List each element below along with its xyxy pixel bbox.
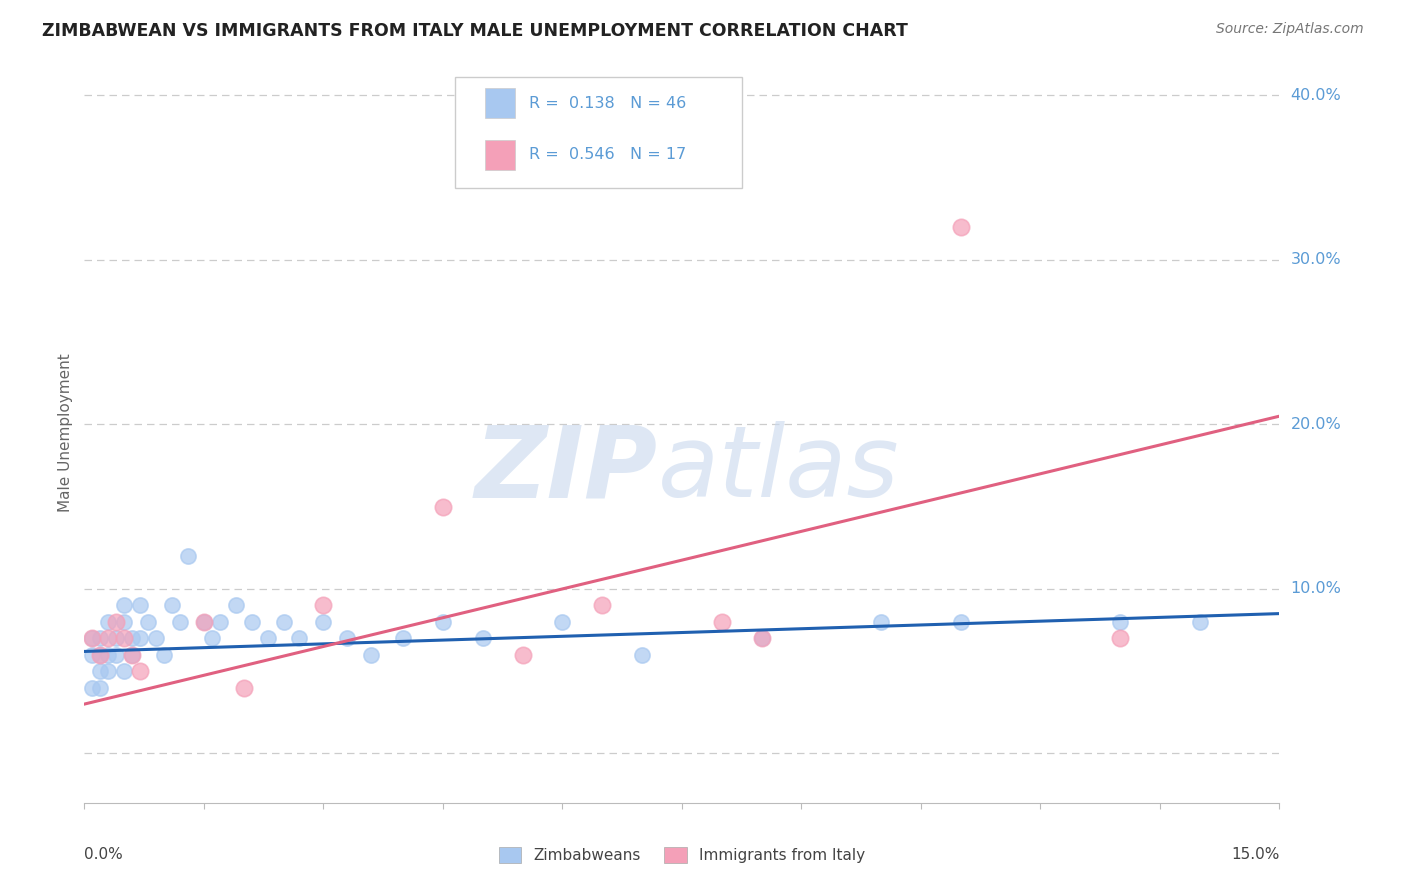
Point (82, 681, 104, 695)
Text: 15.0%: 15.0% (1232, 847, 1279, 863)
Point (97, 664, 120, 678)
Point (208, 615, 231, 629)
Point (1109, 615, 1132, 629)
Text: R =  0.546   N = 17: R = 0.546 N = 17 (529, 147, 686, 162)
Point (129, 632, 152, 646)
Point (751, 632, 773, 646)
Point (751, 632, 773, 646)
Point (360, 648, 382, 662)
Point (201, 632, 224, 646)
Bar (485, 140, 515, 169)
Point (112, 615, 135, 629)
Text: ZIP: ZIP (475, 421, 658, 518)
Text: 20.0%: 20.0% (1291, 417, 1341, 432)
Point (82, 648, 104, 662)
Point (1109, 632, 1132, 646)
Point (471, 632, 494, 646)
Text: 10.0%: 10.0% (1291, 582, 1341, 597)
Point (105, 615, 128, 629)
Legend: Zimbabweans, Immigrants from Italy: Zimbabweans, Immigrants from Italy (492, 841, 872, 869)
Point (949, 615, 972, 629)
Point (82, 632, 104, 646)
Point (193, 615, 215, 629)
Text: 0.0%: 0.0% (84, 847, 124, 863)
Point (97, 632, 120, 646)
Point (312, 615, 335, 629)
Point (136, 615, 159, 629)
Point (145, 632, 167, 646)
Bar (485, 88, 515, 118)
Text: R =  0.138   N = 46: R = 0.138 N = 46 (529, 95, 686, 111)
Point (232, 681, 254, 695)
Point (89, 681, 111, 695)
Point (153, 648, 176, 662)
Y-axis label: Male Unemployment: Male Unemployment (58, 353, 73, 512)
Point (240, 615, 263, 629)
Point (1188, 615, 1211, 629)
Point (870, 615, 893, 629)
Point (89, 632, 111, 646)
Point (89, 664, 111, 678)
Point (710, 615, 733, 629)
Point (432, 615, 454, 629)
Point (105, 632, 128, 646)
Text: 40.0%: 40.0% (1291, 87, 1341, 103)
Text: 30.0%: 30.0% (1291, 252, 1341, 268)
Point (631, 648, 654, 662)
Point (288, 632, 311, 646)
FancyBboxPatch shape (456, 78, 742, 188)
Point (949, 219, 972, 234)
Point (432, 500, 454, 514)
Point (273, 615, 295, 629)
Point (97, 648, 120, 662)
Point (551, 615, 574, 629)
Point (193, 615, 215, 629)
Point (129, 664, 152, 678)
Point (225, 599, 247, 613)
Point (256, 632, 278, 646)
Point (169, 615, 191, 629)
Point (112, 632, 135, 646)
Point (121, 648, 143, 662)
Point (112, 664, 135, 678)
Point (177, 549, 200, 563)
Point (112, 599, 135, 613)
Point (512, 648, 534, 662)
Point (591, 599, 613, 613)
Point (82, 632, 104, 646)
Point (121, 632, 143, 646)
Text: ZIMBABWEAN VS IMMIGRANTS FROM ITALY MALE UNEMPLOYMENT CORRELATION CHART: ZIMBABWEAN VS IMMIGRANTS FROM ITALY MALE… (42, 22, 908, 40)
Point (336, 632, 359, 646)
Point (312, 599, 335, 613)
Point (89, 648, 111, 662)
Point (160, 599, 183, 613)
Point (392, 632, 415, 646)
Point (89, 648, 111, 662)
Point (97, 615, 120, 629)
Point (121, 648, 143, 662)
Text: atlas: atlas (658, 421, 900, 518)
Text: Source: ZipAtlas.com: Source: ZipAtlas.com (1216, 22, 1364, 37)
Point (129, 599, 152, 613)
Point (105, 648, 128, 662)
